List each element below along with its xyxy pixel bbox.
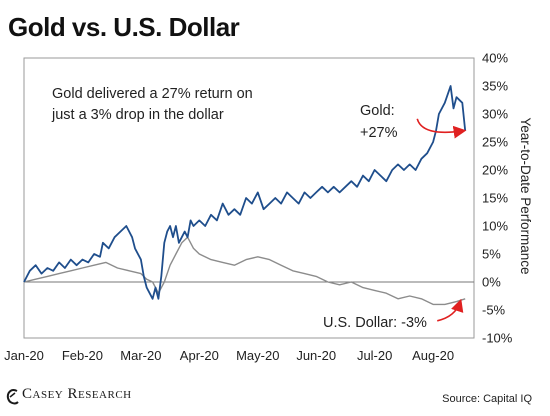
series-group — [23, 85, 467, 306]
y-tick-label: 25% — [482, 135, 508, 150]
gold-arrow — [416, 118, 467, 139]
main-annotation-line-1: Gold delivered a 27% return on — [52, 86, 253, 102]
annotation-arrows — [416, 118, 467, 322]
x-tick-labels: Jan-20 Feb-20 Mar-20 Apr-20 May-20 Jun-20 Jul-… — [4, 348, 454, 363]
y-tick-labels: 40% 35% 30% 25% 20% 15% 10% 5% 0% -5% -10% — [482, 51, 513, 346]
casey-research-logo: Casey Research — [22, 386, 132, 403]
casey-research-logo-icon — [6, 389, 19, 405]
y-tick-label: -10% — [482, 331, 513, 346]
dollar-series-line — [23, 236, 466, 306]
source-note: Source: Capital IQ — [442, 393, 532, 405]
x-tick-label: Apr-20 — [180, 348, 219, 363]
plot-area — [23, 57, 475, 339]
y-axis-label: Year-to-Date Performance — [518, 117, 533, 274]
dollar-annotation: U.S. Dollar: -3% — [323, 315, 427, 331]
x-tick-label: Aug-20 — [412, 348, 454, 363]
x-tick-label: May-20 — [236, 348, 279, 363]
y-tick-label: -5% — [482, 303, 506, 318]
y-tick-label: 15% — [482, 191, 508, 206]
gold-series-line — [23, 85, 467, 300]
plot-border — [23, 57, 475, 339]
x-tick-label: Mar-20 — [120, 348, 161, 363]
annotations: Gold delivered a 27% return on just a 3%… — [51, 86, 427, 331]
gold-annotation-line-2: +27% — [360, 125, 398, 141]
chart-title: Gold vs. U.S. Dollar — [8, 12, 240, 42]
y-tick-label: 0% — [482, 275, 501, 290]
y-tick-label: 30% — [482, 107, 508, 122]
dollar-arrow — [437, 298, 464, 322]
y-tick-label: 40% — [482, 51, 508, 66]
gold-annotation-line-1: Gold: — [360, 103, 395, 119]
x-tick-label: Jun-20 — [296, 348, 336, 363]
y-tick-label: 10% — [482, 219, 508, 234]
y-tick-label: 20% — [482, 163, 508, 178]
logo-text: Casey Research — [22, 386, 132, 402]
y-tick-label: 5% — [482, 247, 501, 262]
x-tick-label: Jul-20 — [357, 348, 392, 363]
y-tick-label: 35% — [482, 79, 508, 94]
main-annotation-line-2: just a 3% drop in the dollar — [51, 107, 224, 123]
x-tick-label: Feb-20 — [62, 348, 103, 363]
x-tick-label: Jan-20 — [4, 348, 44, 363]
